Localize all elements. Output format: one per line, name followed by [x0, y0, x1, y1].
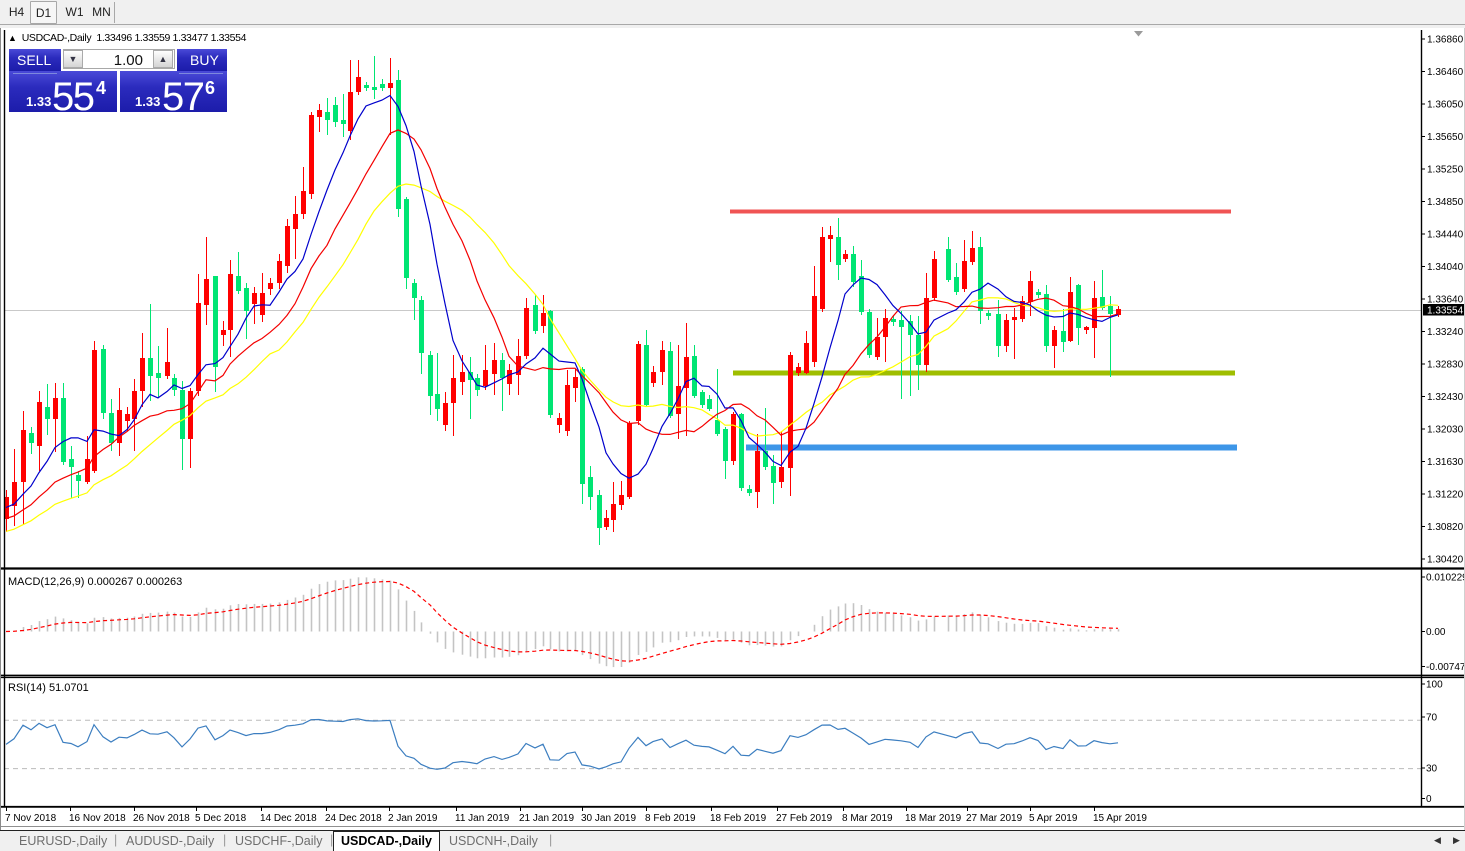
- svg-text:1.30420: 1.30420: [1427, 555, 1464, 566]
- svg-text:70: 70: [1426, 713, 1438, 724]
- svg-text:1.32430: 1.32430: [1427, 392, 1464, 403]
- svg-text:0.010229: 0.010229: [1426, 573, 1465, 584]
- svg-text:16 Nov 2018: 16 Nov 2018: [69, 813, 126, 824]
- svg-text:18 Feb 2019: 18 Feb 2019: [710, 813, 767, 824]
- svg-text:1.34850: 1.34850: [1427, 197, 1464, 208]
- svg-text:1.36050: 1.36050: [1427, 100, 1464, 111]
- svg-text:1.35650: 1.35650: [1427, 132, 1464, 143]
- svg-text:1.33240: 1.33240: [1427, 327, 1464, 338]
- svg-text:1.34040: 1.34040: [1427, 262, 1464, 273]
- svg-text:1.32830: 1.32830: [1427, 360, 1464, 371]
- svg-text:0: 0: [1426, 794, 1432, 805]
- svg-text:5 Dec 2018: 5 Dec 2018: [195, 813, 247, 824]
- svg-text:18 Mar 2019: 18 Mar 2019: [905, 813, 962, 824]
- svg-text:1.31220: 1.31220: [1427, 490, 1464, 501]
- svg-text:14 Dec 2018: 14 Dec 2018: [260, 813, 317, 824]
- svg-text:21 Jan 2019: 21 Jan 2019: [519, 813, 574, 824]
- svg-text:1.30820: 1.30820: [1427, 522, 1464, 533]
- svg-text:1.33640: 1.33640: [1427, 295, 1464, 306]
- svg-text:11 Jan 2019: 11 Jan 2019: [455, 813, 510, 824]
- svg-text:1.31630: 1.31630: [1427, 457, 1464, 468]
- svg-text:100: 100: [1426, 680, 1443, 691]
- svg-text:15 Apr 2019: 15 Apr 2019: [1093, 813, 1147, 824]
- svg-text:24 Dec 2018: 24 Dec 2018: [325, 813, 382, 824]
- svg-text:1.34440: 1.34440: [1427, 230, 1464, 241]
- svg-text:2 Jan 2019: 2 Jan 2019: [388, 813, 438, 824]
- svg-text:27 Feb 2019: 27 Feb 2019: [776, 813, 833, 824]
- svg-text:8 Mar 2019: 8 Mar 2019: [842, 813, 893, 824]
- svg-text:1.33554: 1.33554: [1427, 306, 1464, 317]
- svg-text:1.36460: 1.36460: [1427, 67, 1464, 78]
- svg-text:0.00: 0.00: [1426, 627, 1446, 638]
- svg-text:1.32030: 1.32030: [1427, 425, 1464, 436]
- svg-text:-0.007477: -0.007477: [1426, 662, 1465, 673]
- svg-text:1.35250: 1.35250: [1427, 165, 1464, 176]
- svg-text:8 Feb 2019: 8 Feb 2019: [645, 813, 696, 824]
- svg-text:5 Apr 2019: 5 Apr 2019: [1029, 813, 1078, 824]
- svg-text:MACD(12,26,9) 0.000267 0.00026: MACD(12,26,9) 0.000267 0.000263: [8, 576, 182, 588]
- svg-text:26 Nov 2018: 26 Nov 2018: [133, 813, 190, 824]
- svg-text:30 Jan 2019: 30 Jan 2019: [581, 813, 636, 824]
- svg-text:7 Nov 2018: 7 Nov 2018: [5, 813, 57, 824]
- svg-text:27 Mar 2019: 27 Mar 2019: [966, 813, 1023, 824]
- svg-text:1.36860: 1.36860: [1427, 35, 1464, 46]
- svg-text:30: 30: [1426, 764, 1438, 775]
- svg-text:RSI(14) 51.0701: RSI(14) 51.0701: [8, 682, 89, 694]
